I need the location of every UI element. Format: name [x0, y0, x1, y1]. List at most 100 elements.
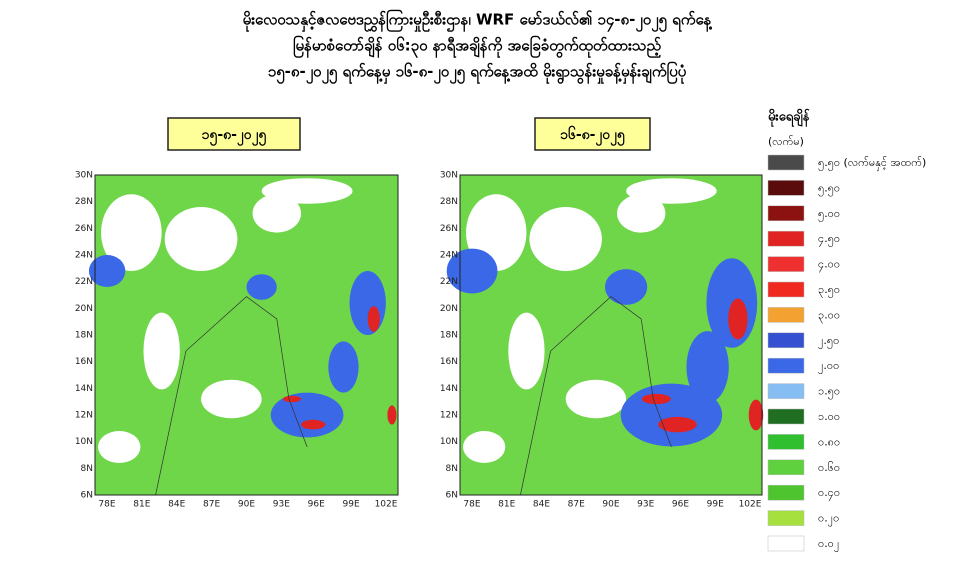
lat-label: 10N: [75, 437, 93, 447]
lat-label: 24N: [440, 251, 458, 261]
rain-patch: [88, 255, 126, 287]
legend-swatch: [767, 510, 805, 526]
rain-patch: [748, 399, 764, 431]
lon-label: 90E: [602, 500, 619, 510]
legend-label: ၀.၀၂: [818, 537, 839, 552]
legend-label: ၄.၅၀: [818, 232, 840, 247]
label-box: [534, 117, 651, 151]
lon-label: 84E: [533, 500, 550, 510]
lat-label: 8N: [446, 464, 458, 474]
lat-label: 26N: [440, 224, 458, 234]
legend-label: ၀.၆၀: [818, 461, 840, 474]
legend-swatch: [767, 180, 805, 196]
lat-label: 6N: [81, 491, 93, 501]
lon-label: 99E: [707, 500, 724, 510]
lon-label: 96E: [672, 500, 689, 510]
legend-label: ၅.၀၀: [818, 207, 840, 222]
lat-label: 22N: [440, 277, 458, 287]
legend-swatch: [767, 332, 805, 349]
rain-patch: [367, 306, 380, 332]
map-panel: ၁၅-၈-၂၀၂၅ 30N 28N 26N 24N 22N 20N 18N 16N 14N 12N 1…: [75, 117, 399, 510]
rain-patch: [565, 379, 627, 419]
lon-label: 81E: [133, 500, 150, 510]
rain-patch: [246, 274, 277, 300]
legend-unit: (လက်မ): [768, 135, 804, 148]
rain-patch: [349, 271, 386, 335]
label-box: [167, 117, 301, 151]
lon-label: 102E: [739, 500, 762, 510]
rain-patch: [529, 207, 602, 271]
legend-swatch: [767, 256, 805, 272]
legend-label: ၅.၅၀: [818, 181, 840, 196]
legend-label: ၀.၂၀: [818, 512, 839, 527]
lat-label: 6N: [446, 491, 458, 501]
rain-patch: [328, 341, 359, 393]
rain-patch: [270, 392, 344, 438]
map-label: ၁၅-၈-၂၀၂၅: [202, 127, 268, 146]
legend-swatch: [767, 357, 805, 374]
rain-patch: [617, 194, 666, 233]
rain-patch: [686, 331, 729, 403]
lat-label: 18N: [440, 331, 458, 341]
lat-label: 16N: [75, 357, 93, 367]
lon-label: 78E: [98, 500, 115, 510]
lon-label: 102E: [375, 500, 398, 510]
legend-label: ၁.၅၀: [818, 385, 840, 400]
lon-label: 90E: [238, 500, 255, 510]
map-frame: [94, 174, 399, 496]
legend-label: ၀.၈၀: [818, 435, 840, 448]
lat-label: 24N: [75, 251, 93, 261]
rain-patch: [728, 298, 748, 340]
rain-patch: [641, 393, 671, 405]
lon-label: 99E: [343, 500, 360, 510]
lat-label: 20N: [440, 304, 458, 314]
rain-patch: [658, 416, 697, 433]
coastline: [155, 296, 308, 496]
legend-label: ၁.၀၀: [818, 410, 840, 423]
legend-swatch: [767, 383, 805, 399]
lat-label: 28N: [440, 197, 458, 207]
lat-label: 14N: [440, 384, 458, 394]
lon-label: 87E: [568, 500, 585, 510]
lon-label: 93E: [273, 500, 290, 510]
coastline: [520, 296, 672, 496]
lat-label: 30N: [75, 171, 93, 181]
rain-patch: [387, 405, 397, 425]
legend-swatch: [767, 307, 805, 323]
legend-swatch: [767, 535, 805, 552]
lat-label: 28N: [75, 197, 93, 207]
legend-label: ၄.၀၀: [818, 258, 840, 273]
legend-label: ၃.၀၀: [818, 308, 840, 323]
legend-title: မိုးရေချိန်: [768, 108, 811, 128]
legend-swatch: [767, 205, 805, 222]
lat-label: 20N: [75, 304, 93, 314]
lon-label: 81E: [498, 500, 515, 510]
lat-label: 16N: [440, 357, 458, 367]
lon-label: 78E: [463, 500, 480, 510]
legend-swatch: [767, 484, 805, 501]
lon-label: 87E: [203, 500, 220, 510]
lat-label: 10N: [440, 437, 458, 447]
lat-label: 12N: [440, 411, 458, 421]
rain-patch: [143, 312, 180, 390]
legend-swatch: [767, 281, 805, 298]
lat-label: 22N: [75, 277, 93, 287]
lat-label: 26N: [75, 224, 93, 234]
rain-patch: [261, 178, 353, 204]
lat-label: 18N: [75, 331, 93, 341]
rain-patch: [446, 248, 498, 294]
rain-patch: [626, 178, 717, 204]
lon-label: 93E: [637, 500, 654, 510]
rain-patch: [463, 431, 506, 463]
rain-patch: [101, 194, 162, 271]
lon-label: 96E: [308, 500, 325, 510]
legend-label: ၀.၄၀: [818, 486, 840, 501]
legend-swatch: [767, 230, 805, 247]
map-frame: [459, 174, 763, 496]
rain-patch: [301, 419, 326, 430]
lat-label: 30N: [440, 171, 458, 181]
rain-patch: [98, 431, 141, 463]
legend-label: ၂.၅၀: [818, 334, 839, 349]
legend-label: ၃.၅၀: [818, 283, 840, 298]
